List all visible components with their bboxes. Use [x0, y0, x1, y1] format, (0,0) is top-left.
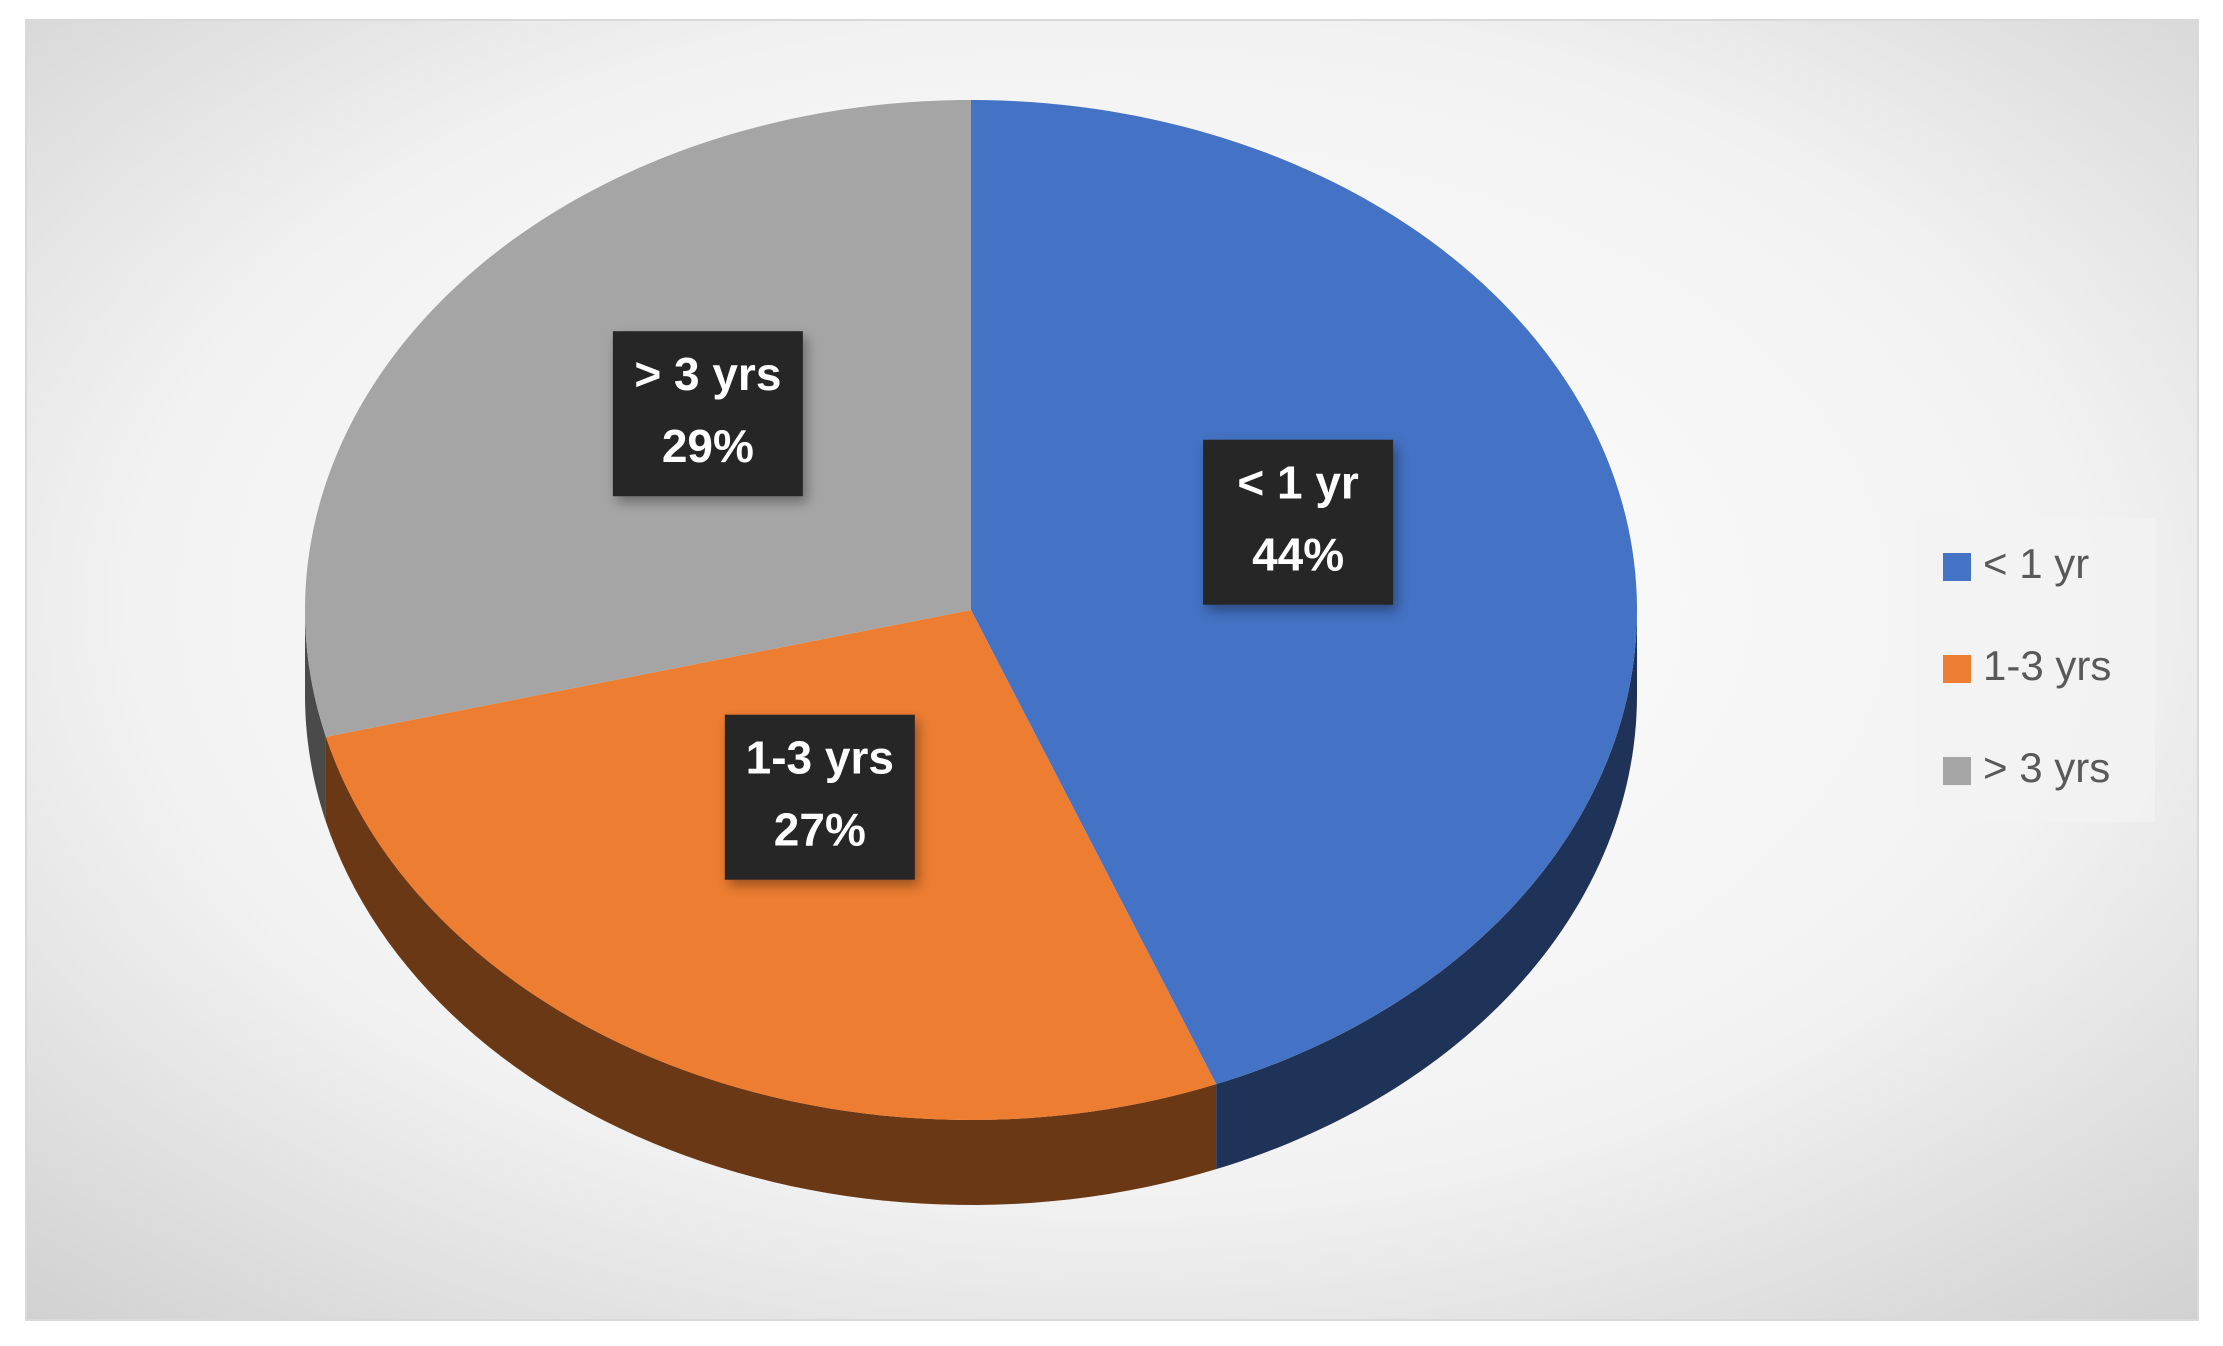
slice-side: [1216, 610, 1637, 1170]
data-label-category: 1-3 yrs: [746, 731, 894, 783]
legend-swatch: [1943, 553, 1971, 581]
legend-label: < 1 yr: [1983, 540, 2089, 587]
data-label-category: > 3 yrs: [634, 348, 781, 400]
data-label-box: [724, 714, 915, 880]
data-label-value: 27%: [774, 803, 866, 855]
legend-swatch: [1943, 655, 1971, 683]
data-labels: < 1 yr 44% 1-3 yrs 27% > 3 yrs 29%: [612, 331, 1394, 880]
data-label-box: [1203, 439, 1394, 605]
legend-label: 1-3 yrs: [1983, 642, 2111, 689]
legend: < 1 yr 1-3 yrs > 3 yrs: [1943, 540, 2111, 791]
slice-side: [305, 610, 326, 822]
slice-side: [325, 736, 1217, 1205]
data-label-value: 44%: [1252, 528, 1344, 580]
data-label-category: < 1 yr: [1237, 456, 1359, 508]
data-label-value: 29%: [662, 420, 754, 472]
legend-label: > 3 yrs: [1983, 744, 2110, 791]
legend-swatch: [1943, 757, 1971, 785]
data-label-box: [612, 331, 803, 497]
pie: [305, 100, 1637, 1205]
